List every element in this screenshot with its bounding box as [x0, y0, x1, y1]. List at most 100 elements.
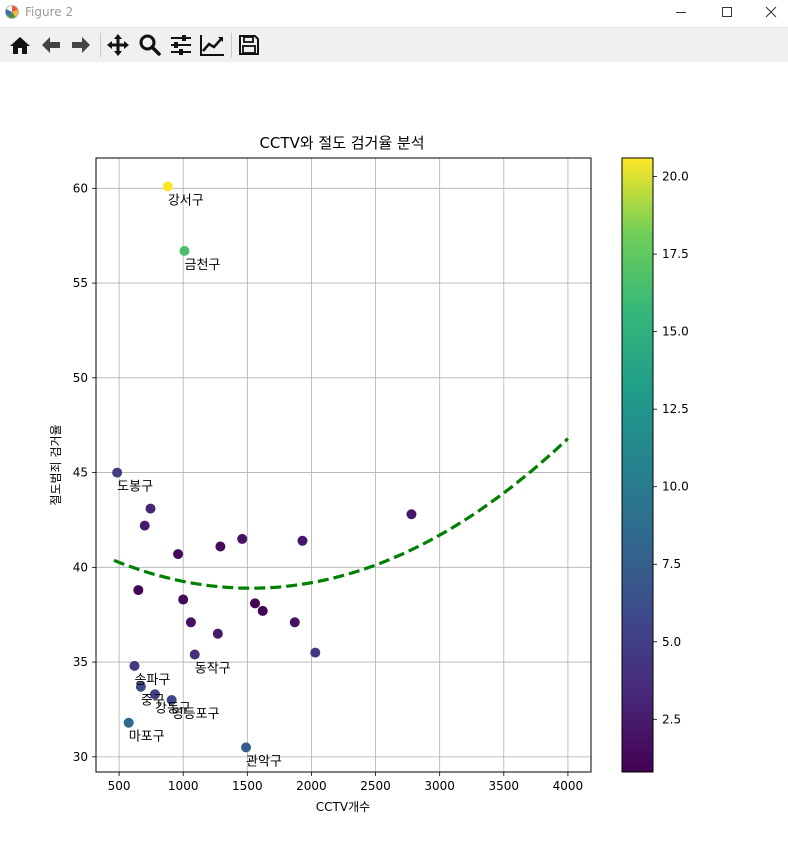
colorbar-tick-label: 17.5	[662, 247, 689, 261]
y-axis-ticks: 30 35 40 45 50 55 60	[73, 181, 96, 764]
colorbar-tick-label: 7.5	[662, 557, 681, 571]
scatter-point	[215, 541, 226, 552]
y-tick-label: 30	[73, 750, 88, 764]
scatter-points	[112, 181, 417, 753]
scatter-point	[139, 520, 150, 531]
colorbar	[621, 157, 654, 773]
point-label: 송파구	[134, 673, 170, 688]
close-button[interactable]	[748, 0, 788, 24]
scatter-point	[257, 605, 268, 616]
scatter-point	[145, 503, 156, 514]
point-label: 마포구	[129, 730, 165, 745]
zoom-icon	[139, 34, 161, 56]
x-tick-label: 500	[108, 779, 131, 793]
scatter-point	[212, 628, 223, 639]
y-tick-label: 50	[73, 371, 88, 385]
point-label: 영등포구	[172, 707, 220, 722]
point-label: 관악구	[246, 754, 282, 769]
y-tick-label: 35	[73, 655, 88, 669]
point-label: 강서구	[168, 193, 204, 208]
scatter-point	[149, 689, 160, 700]
colorbar-tick-label: 10.0	[662, 480, 689, 494]
pan-icon	[107, 34, 129, 56]
point-label: 동작구	[195, 662, 231, 677]
window-titlebar: Figure 2	[0, 0, 788, 26]
scatter-point	[129, 660, 140, 671]
scatter-point	[250, 598, 261, 609]
x-tick-label: 4000	[553, 779, 584, 793]
scatter-point	[162, 181, 173, 192]
scatter-point	[123, 717, 134, 728]
scatter-point	[297, 535, 308, 546]
toolbar-separator	[100, 33, 101, 57]
toolbar-separator	[231, 33, 232, 57]
x-tick-label: 2500	[360, 779, 391, 793]
y-tick-label: 40	[73, 560, 88, 574]
scatter-point	[166, 694, 177, 705]
x-tick-label: 1500	[232, 779, 263, 793]
y-tick-label: 45	[73, 466, 88, 480]
point-label: 도봉구	[117, 480, 153, 495]
point-label: 중구	[141, 694, 165, 709]
point-label: 강동구	[155, 701, 191, 716]
scatter-point	[173, 549, 184, 560]
x-tick-label: 3500	[489, 779, 520, 793]
maximize-button[interactable]	[704, 0, 750, 24]
x-axis-label: CCTV개수	[316, 800, 370, 814]
back-icon	[42, 37, 60, 53]
y-tick-label: 60	[73, 181, 88, 195]
home-button[interactable]	[7, 32, 33, 58]
scatter-point	[112, 467, 123, 478]
customize-icon	[200, 35, 224, 56]
subplots-icon	[171, 35, 191, 55]
save-icon	[239, 35, 259, 55]
navigation-toolbar	[0, 27, 788, 62]
scatter-point	[178, 594, 189, 605]
customize-button[interactable]	[199, 32, 225, 58]
forward-button[interactable]	[68, 32, 94, 58]
x-tick-label: 2000	[296, 779, 327, 793]
close-icon	[765, 6, 777, 18]
y-axis-label: 절도범죄 검거율	[49, 424, 63, 505]
point-label: 금천구	[184, 258, 220, 273]
back-button[interactable]	[38, 32, 64, 58]
home-icon	[10, 37, 30, 54]
matplotlib-app-icon	[5, 5, 19, 19]
subplots-button[interactable]	[168, 32, 194, 58]
colorbar-tick-label: 20.0	[662, 170, 689, 184]
minimize-button[interactable]	[658, 0, 704, 24]
forward-icon	[72, 37, 90, 53]
scatter-point	[241, 742, 252, 753]
trend-line	[113, 437, 569, 590]
pan-button[interactable]	[105, 32, 131, 58]
scatter-point	[185, 617, 196, 628]
x-tick-label: 1000	[168, 779, 199, 793]
colorbar-tick-label: 15.0	[662, 325, 689, 339]
plot-area-frame	[95, 157, 592, 773]
zoom-button[interactable]	[137, 32, 163, 58]
scatter-point	[179, 245, 190, 256]
figure-svg: CCTV와 절도 검거율 분석 강서구금천구도봉구동작구송파구중구강동구영등포구…	[49, 134, 689, 814]
scatter-point	[135, 681, 146, 692]
chart-title: CCTV와 절도 검거율 분석	[259, 134, 424, 152]
minimize-icon	[676, 12, 686, 13]
window-title: Figure 2	[25, 5, 74, 19]
scatter-point	[310, 647, 321, 658]
colorbar-tick-label: 2.5	[662, 712, 681, 726]
scatter-point	[289, 617, 300, 628]
scatter-point	[133, 585, 144, 596]
trend-layer	[113, 437, 569, 590]
grid-lines	[96, 158, 591, 772]
maximize-icon	[722, 7, 732, 17]
scatter-point	[189, 649, 200, 660]
x-tick-label: 3000	[424, 779, 455, 793]
x-axis-ticks: 500 1000 1500 2000 2500 3000 3500 4000	[108, 772, 584, 793]
colorbar-ticks: 2.5 5.0 7.5 10.0 12.5 15.0 17.5 20.0	[653, 170, 689, 726]
scatter-point	[406, 509, 417, 520]
colorbar-tick-label: 12.5	[662, 402, 689, 416]
save-button[interactable]	[236, 32, 262, 58]
colorbar-tick-label: 5.0	[662, 635, 681, 649]
y-tick-label: 55	[73, 276, 88, 290]
